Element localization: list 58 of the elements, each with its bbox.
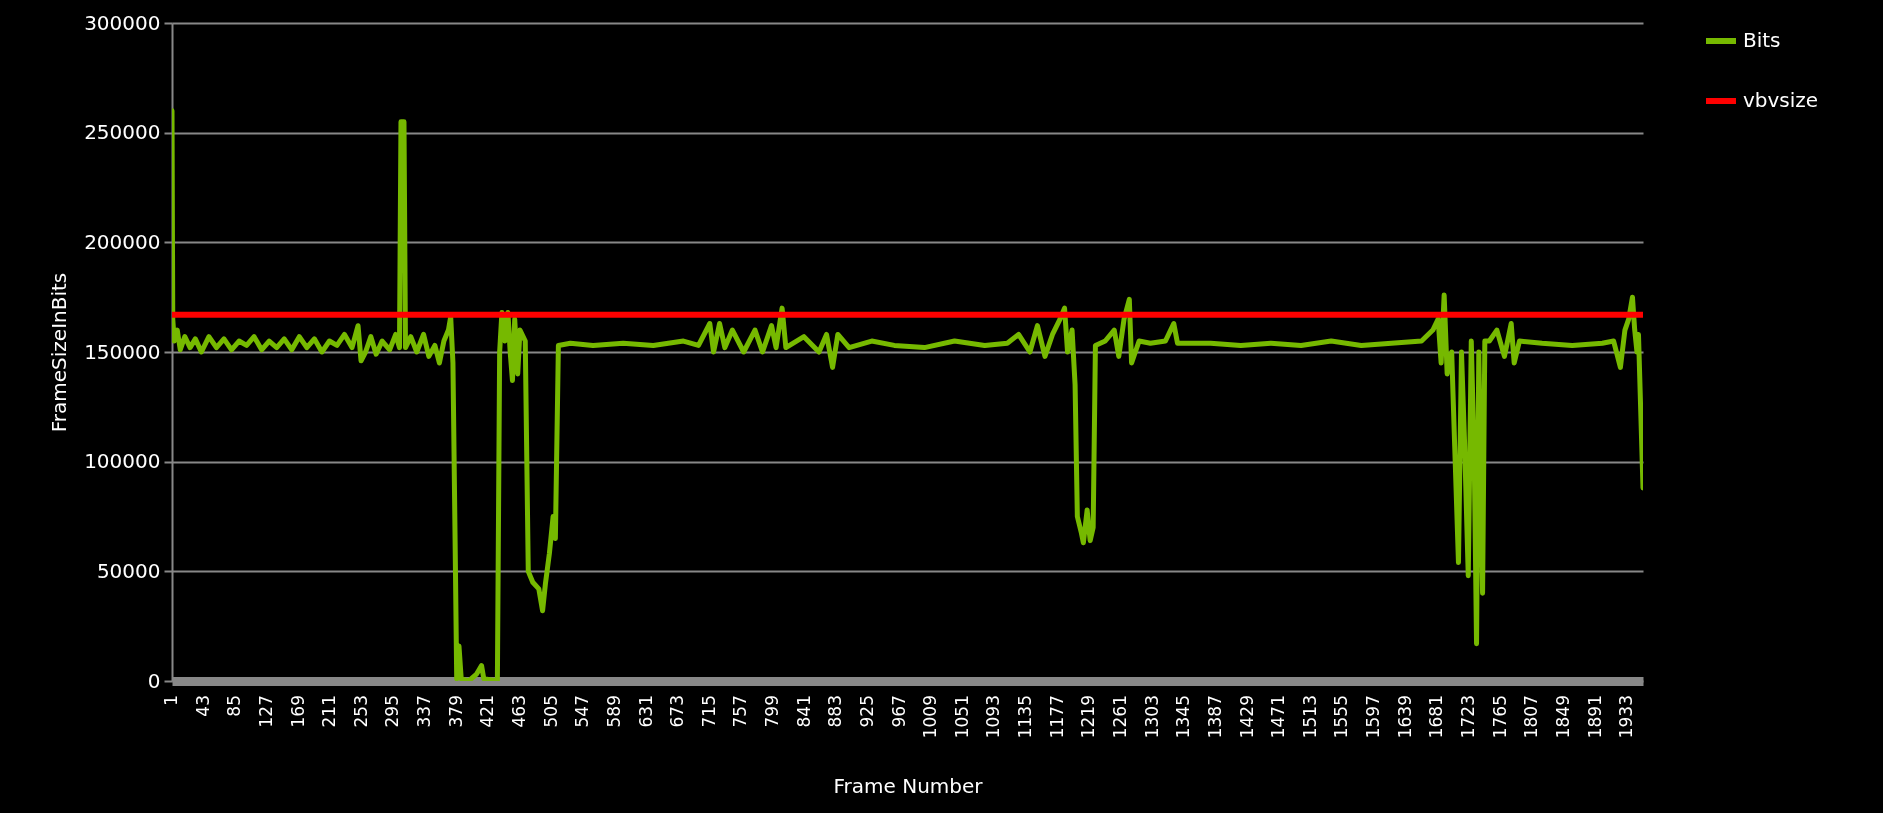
x-tick-label: 1471	[1268, 695, 1289, 739]
x-axis-title: Frame Number	[833, 773, 984, 798]
x-tick-label: 1597	[1363, 695, 1384, 739]
x-tick-label: 1177	[1046, 695, 1067, 739]
y-tick-label: 150000	[84, 339, 161, 364]
x-tick-label: 1303	[1141, 695, 1162, 739]
x-tick-label: 1219	[1078, 695, 1099, 739]
x-tick-label: 1933	[1616, 695, 1637, 739]
x-tick-label: 1	[161, 695, 181, 706]
x-tick-label: 1429	[1236, 695, 1257, 739]
x-tick-label: 1639	[1394, 695, 1415, 739]
x-tick-label: 505	[540, 695, 561, 728]
y-tick-label: 0	[147, 668, 161, 693]
x-tick-label: 85	[224, 695, 245, 717]
x-tick-label: 967	[888, 695, 909, 728]
x-tick-label: 673	[667, 695, 688, 728]
x-tick-label: 1261	[1110, 695, 1131, 739]
x-tick-label: 1387	[1204, 695, 1225, 739]
x-tick-label: 1051	[951, 695, 972, 739]
x-tick-label: 1765	[1489, 695, 1510, 739]
x-tick-label: 1345	[1173, 695, 1194, 739]
x-tick-label: 1009	[920, 695, 941, 739]
x-tick-label: 883	[825, 695, 846, 728]
x-tick-label: 169	[287, 695, 308, 728]
legend-label: vbvsize	[1743, 88, 1819, 112]
x-tick-label: 925	[856, 695, 877, 728]
y-tick-label: 300000	[84, 10, 161, 35]
x-tick-label: 463	[508, 695, 529, 728]
x-tick-label: 631	[635, 695, 656, 728]
x-tick-label: 1807	[1521, 695, 1542, 739]
x-tick-label: 589	[603, 695, 624, 728]
x-tick-label: 715	[698, 695, 719, 728]
y-tick-label: 50000	[96, 558, 161, 583]
y-tick-label: 250000	[84, 120, 161, 145]
y-tick-label: 200000	[84, 229, 161, 254]
x-tick-label: 211	[319, 695, 340, 728]
x-tick-label: 379	[445, 695, 466, 728]
x-tick-label: 1891	[1584, 695, 1605, 739]
x-tick-label: 547	[572, 695, 593, 728]
x-tick-label: 1723	[1458, 695, 1479, 739]
x-tick-label: 757	[730, 695, 751, 728]
x-tick-label: 1093	[983, 695, 1004, 739]
y-tick-label: 100000	[84, 449, 161, 474]
x-tick-label: 295	[382, 695, 403, 728]
x-tick-label: 841	[793, 695, 814, 728]
x-tick-label: 1513	[1299, 695, 1320, 739]
x-tick-label: 43	[192, 695, 213, 717]
x-tick-label: 1555	[1331, 695, 1352, 739]
x-tick-label: 1849	[1552, 695, 1573, 739]
x-tick-label: 1135	[1015, 695, 1036, 739]
y-axis-title: FrameSizeInBits	[47, 272, 72, 433]
x-tick-label: 337	[414, 695, 435, 728]
legend-label: Bits	[1743, 28, 1781, 52]
x-tick-label: 253	[350, 695, 371, 728]
x-tick-label: 421	[477, 695, 498, 728]
x-tick-label: 799	[762, 695, 783, 728]
x-tick-label: 1681	[1426, 695, 1447, 739]
x-tick-label: 127	[255, 695, 276, 728]
